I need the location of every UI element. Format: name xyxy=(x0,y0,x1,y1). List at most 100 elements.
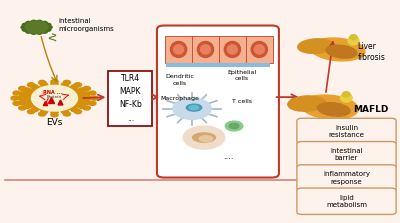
Circle shape xyxy=(229,123,239,129)
Circle shape xyxy=(183,126,225,149)
FancyBboxPatch shape xyxy=(297,188,396,215)
Circle shape xyxy=(78,100,85,104)
Text: TLR4
MAPK
NF-Kb
...: TLR4 MAPK NF-Kb ... xyxy=(119,74,142,122)
Circle shape xyxy=(74,110,82,114)
Text: Dendritic
cells: Dendritic cells xyxy=(166,74,194,85)
Circle shape xyxy=(51,113,58,117)
Circle shape xyxy=(60,85,67,89)
Ellipse shape xyxy=(228,45,237,54)
Text: T cells: T cells xyxy=(232,99,252,104)
Ellipse shape xyxy=(310,38,365,61)
Circle shape xyxy=(71,91,76,94)
Ellipse shape xyxy=(174,45,184,54)
Circle shape xyxy=(19,106,26,110)
Circle shape xyxy=(71,85,78,89)
Circle shape xyxy=(37,31,42,34)
Text: inflammatory
response: inflammatory response xyxy=(323,171,370,185)
Ellipse shape xyxy=(251,41,267,58)
Circle shape xyxy=(47,87,53,90)
Circle shape xyxy=(73,100,79,103)
Text: insulin
resistance: insulin resistance xyxy=(328,125,364,138)
Circle shape xyxy=(225,121,243,131)
Circle shape xyxy=(32,102,38,105)
Circle shape xyxy=(28,83,35,87)
Circle shape xyxy=(74,89,81,93)
Circle shape xyxy=(63,81,70,84)
Circle shape xyxy=(42,107,50,111)
Circle shape xyxy=(67,87,74,91)
Ellipse shape xyxy=(199,136,213,142)
Circle shape xyxy=(63,112,70,116)
Circle shape xyxy=(28,97,34,100)
Ellipse shape xyxy=(301,95,358,119)
Circle shape xyxy=(45,23,51,27)
Circle shape xyxy=(19,101,26,105)
Circle shape xyxy=(19,87,26,91)
Circle shape xyxy=(40,110,48,114)
Circle shape xyxy=(73,93,79,96)
Text: intestinal
barrier: intestinal barrier xyxy=(330,148,363,161)
Circle shape xyxy=(51,85,58,89)
Circle shape xyxy=(56,106,62,109)
Circle shape xyxy=(61,83,68,87)
Circle shape xyxy=(39,105,44,108)
FancyBboxPatch shape xyxy=(157,25,279,178)
Ellipse shape xyxy=(224,41,240,58)
Circle shape xyxy=(31,85,38,89)
Circle shape xyxy=(52,87,57,90)
Circle shape xyxy=(52,106,57,109)
Text: Epithelial
cells: Epithelial cells xyxy=(227,70,256,81)
Ellipse shape xyxy=(342,92,350,97)
Circle shape xyxy=(71,102,76,105)
Circle shape xyxy=(39,81,46,84)
Circle shape xyxy=(17,96,24,100)
Circle shape xyxy=(42,30,47,33)
Circle shape xyxy=(60,88,66,91)
Ellipse shape xyxy=(326,45,357,58)
Circle shape xyxy=(13,91,20,95)
Circle shape xyxy=(24,88,31,92)
FancyBboxPatch shape xyxy=(166,63,270,67)
Circle shape xyxy=(89,101,96,105)
FancyBboxPatch shape xyxy=(108,70,152,126)
Circle shape xyxy=(91,96,98,100)
Circle shape xyxy=(83,101,90,105)
Circle shape xyxy=(37,20,42,23)
Circle shape xyxy=(75,97,80,100)
Circle shape xyxy=(78,105,86,109)
FancyBboxPatch shape xyxy=(219,36,246,63)
Ellipse shape xyxy=(298,39,334,54)
Circle shape xyxy=(28,103,36,107)
Circle shape xyxy=(28,89,36,93)
Circle shape xyxy=(173,98,211,119)
Circle shape xyxy=(35,103,41,107)
Circle shape xyxy=(83,87,90,91)
Text: RNA ...: RNA ... xyxy=(43,90,62,95)
Text: Liver
fibrosis: Liver fibrosis xyxy=(358,42,385,62)
Circle shape xyxy=(39,89,44,92)
Circle shape xyxy=(60,105,66,109)
Text: EVs: EVs xyxy=(46,118,63,127)
Circle shape xyxy=(24,93,32,97)
Text: intestinal
microorganisms: intestinal microorganisms xyxy=(58,18,114,32)
Circle shape xyxy=(13,101,20,105)
Circle shape xyxy=(23,96,30,100)
Circle shape xyxy=(43,88,48,91)
Circle shape xyxy=(68,103,74,107)
FancyBboxPatch shape xyxy=(192,36,219,63)
Text: Macrophage: Macrophage xyxy=(161,96,200,101)
Text: MAFLD: MAFLD xyxy=(354,105,389,114)
Circle shape xyxy=(28,110,35,114)
Circle shape xyxy=(31,20,36,23)
Ellipse shape xyxy=(186,104,202,111)
Circle shape xyxy=(78,88,86,92)
Circle shape xyxy=(26,30,32,33)
Circle shape xyxy=(51,108,58,112)
Circle shape xyxy=(45,28,51,31)
Circle shape xyxy=(78,93,85,97)
Ellipse shape xyxy=(350,35,357,40)
Circle shape xyxy=(83,92,90,96)
Circle shape xyxy=(22,23,28,27)
Circle shape xyxy=(30,93,36,96)
Circle shape xyxy=(64,105,70,108)
